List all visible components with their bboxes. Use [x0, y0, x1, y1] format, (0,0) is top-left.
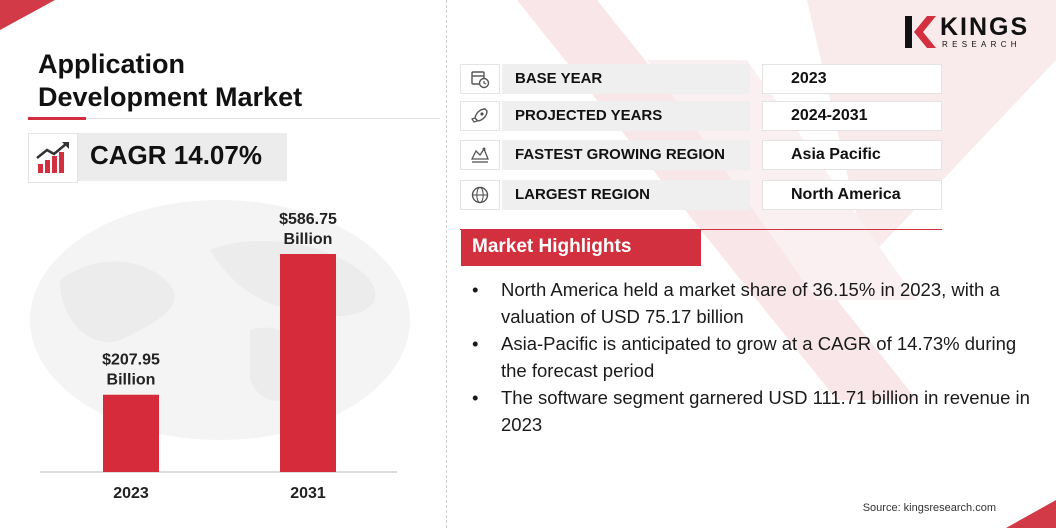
info-row-value: 2024-2031	[762, 101, 942, 131]
x-tick-label: 2031	[290, 485, 326, 502]
section-divider	[446, 0, 447, 528]
info-row-value: Asia Pacific	[762, 140, 942, 170]
bar-chart: $207.95 Billion 2023 $586.75 Billion 2031	[40, 211, 397, 502]
brand-subtitle: RESEARCH	[942, 40, 1021, 49]
globe-icon	[460, 180, 500, 210]
bar-2023	[103, 394, 159, 472]
info-row-label: BASE YEAR	[502, 64, 750, 94]
corner-decoration	[0, 0, 55, 30]
x-tick-label: 2023	[113, 485, 149, 502]
highlight-text: North America held a market share of 36.…	[501, 279, 1000, 327]
corner-decoration-bottom	[1006, 500, 1056, 528]
source-note: Source: kingsresearch.com	[862, 502, 996, 514]
bar-2031	[280, 254, 336, 472]
info-row-value: 2023	[762, 64, 942, 94]
info-row-label: PROJECTED YEARS	[502, 101, 750, 131]
highlight-item: • North America held a market share of 36…	[472, 276, 1032, 330]
title-line-2: Development Market	[38, 82, 303, 112]
bar-value-label: Billion	[284, 231, 333, 248]
brand-logo-icon	[905, 16, 936, 48]
highlight-item: • The software segment garnered USD 111.7…	[472, 384, 1032, 438]
info-row-value: North America	[762, 180, 942, 210]
title-underline	[28, 118, 440, 119]
page-title: Application Development Market	[38, 48, 398, 114]
rocket-icon	[460, 101, 500, 131]
bullet-marker: •	[472, 333, 479, 354]
bar-value-label: Billion	[107, 372, 156, 389]
info-row-label: LARGEST REGION	[502, 180, 750, 210]
cagr-icon-box	[28, 133, 78, 183]
cagr-box	[78, 133, 287, 181]
title-line-1: Application	[38, 49, 185, 79]
info-row: BASE YEAR 2023	[460, 64, 942, 94]
bullet-marker: •	[472, 279, 479, 300]
highlights-header	[461, 230, 701, 266]
cagr-value: CAGR 14.07%	[90, 140, 262, 170]
highlight-text: The software segment garnered USD 111.71…	[501, 387, 1030, 435]
info-row: PROJECTED YEARS 2024-2031	[460, 101, 942, 131]
highlights-title: Market Highlights	[472, 236, 632, 257]
info-row: LARGEST REGION North America	[460, 180, 942, 210]
bar-value-label: $586.75	[279, 211, 337, 228]
map-region-icon	[460, 140, 500, 170]
brand-name: KINGS	[940, 13, 1030, 41]
growth-chart-icon	[36, 142, 69, 173]
highlights-rule	[460, 229, 942, 230]
highlights-list: • North America held a market share of 36…	[472, 276, 1032, 438]
highlight-text: Asia-Pacific is anticipated to grow at a…	[501, 333, 1017, 381]
info-row-label: FASTEST GROWING REGION	[502, 140, 750, 170]
calendar-clock-icon	[460, 64, 500, 94]
title-accent-bar	[28, 117, 86, 120]
highlight-item: • Asia-Pacific is anticipated to grow at …	[472, 330, 1032, 384]
bullet-marker: •	[472, 387, 479, 408]
info-row: FASTEST GROWING REGION Asia Pacific	[460, 140, 942, 170]
bar-value-label: $207.95	[102, 352, 160, 369]
